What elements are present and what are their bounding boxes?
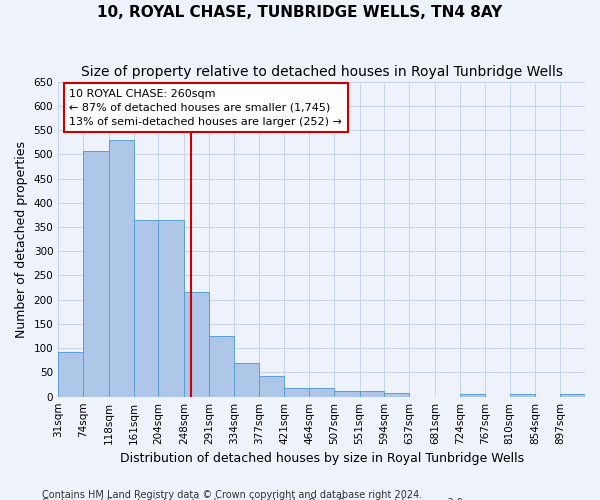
Bar — [309, 388, 334, 396]
Bar — [134, 220, 158, 396]
Bar — [560, 394, 585, 396]
Text: Contains public sector information licensed under the Open Government Licence v3: Contains public sector information licen… — [42, 498, 466, 500]
Bar — [460, 394, 485, 396]
Y-axis label: Number of detached properties: Number of detached properties — [15, 140, 28, 338]
Bar — [109, 140, 134, 396]
Bar — [158, 220, 184, 396]
Bar — [209, 336, 234, 396]
Bar — [184, 292, 209, 397]
Bar — [259, 376, 284, 396]
Bar — [509, 394, 535, 396]
Bar — [284, 388, 309, 396]
X-axis label: Distribution of detached houses by size in Royal Tunbridge Wells: Distribution of detached houses by size … — [119, 452, 524, 465]
Text: Contains HM Land Registry data © Crown copyright and database right 2024.: Contains HM Land Registry data © Crown c… — [42, 490, 422, 500]
Bar — [234, 362, 259, 396]
Text: 10, ROYAL CHASE, TUNBRIDGE WELLS, TN4 8AY: 10, ROYAL CHASE, TUNBRIDGE WELLS, TN4 8A… — [97, 5, 503, 20]
Title: Size of property relative to detached houses in Royal Tunbridge Wells: Size of property relative to detached ho… — [80, 65, 563, 79]
Bar — [334, 392, 359, 396]
Bar — [359, 392, 385, 396]
Bar — [385, 394, 409, 396]
Bar — [58, 352, 83, 397]
Text: 10 ROYAL CHASE: 260sqm
← 87% of detached houses are smaller (1,745)
13% of semi-: 10 ROYAL CHASE: 260sqm ← 87% of detached… — [69, 89, 342, 127]
Bar — [83, 151, 109, 396]
